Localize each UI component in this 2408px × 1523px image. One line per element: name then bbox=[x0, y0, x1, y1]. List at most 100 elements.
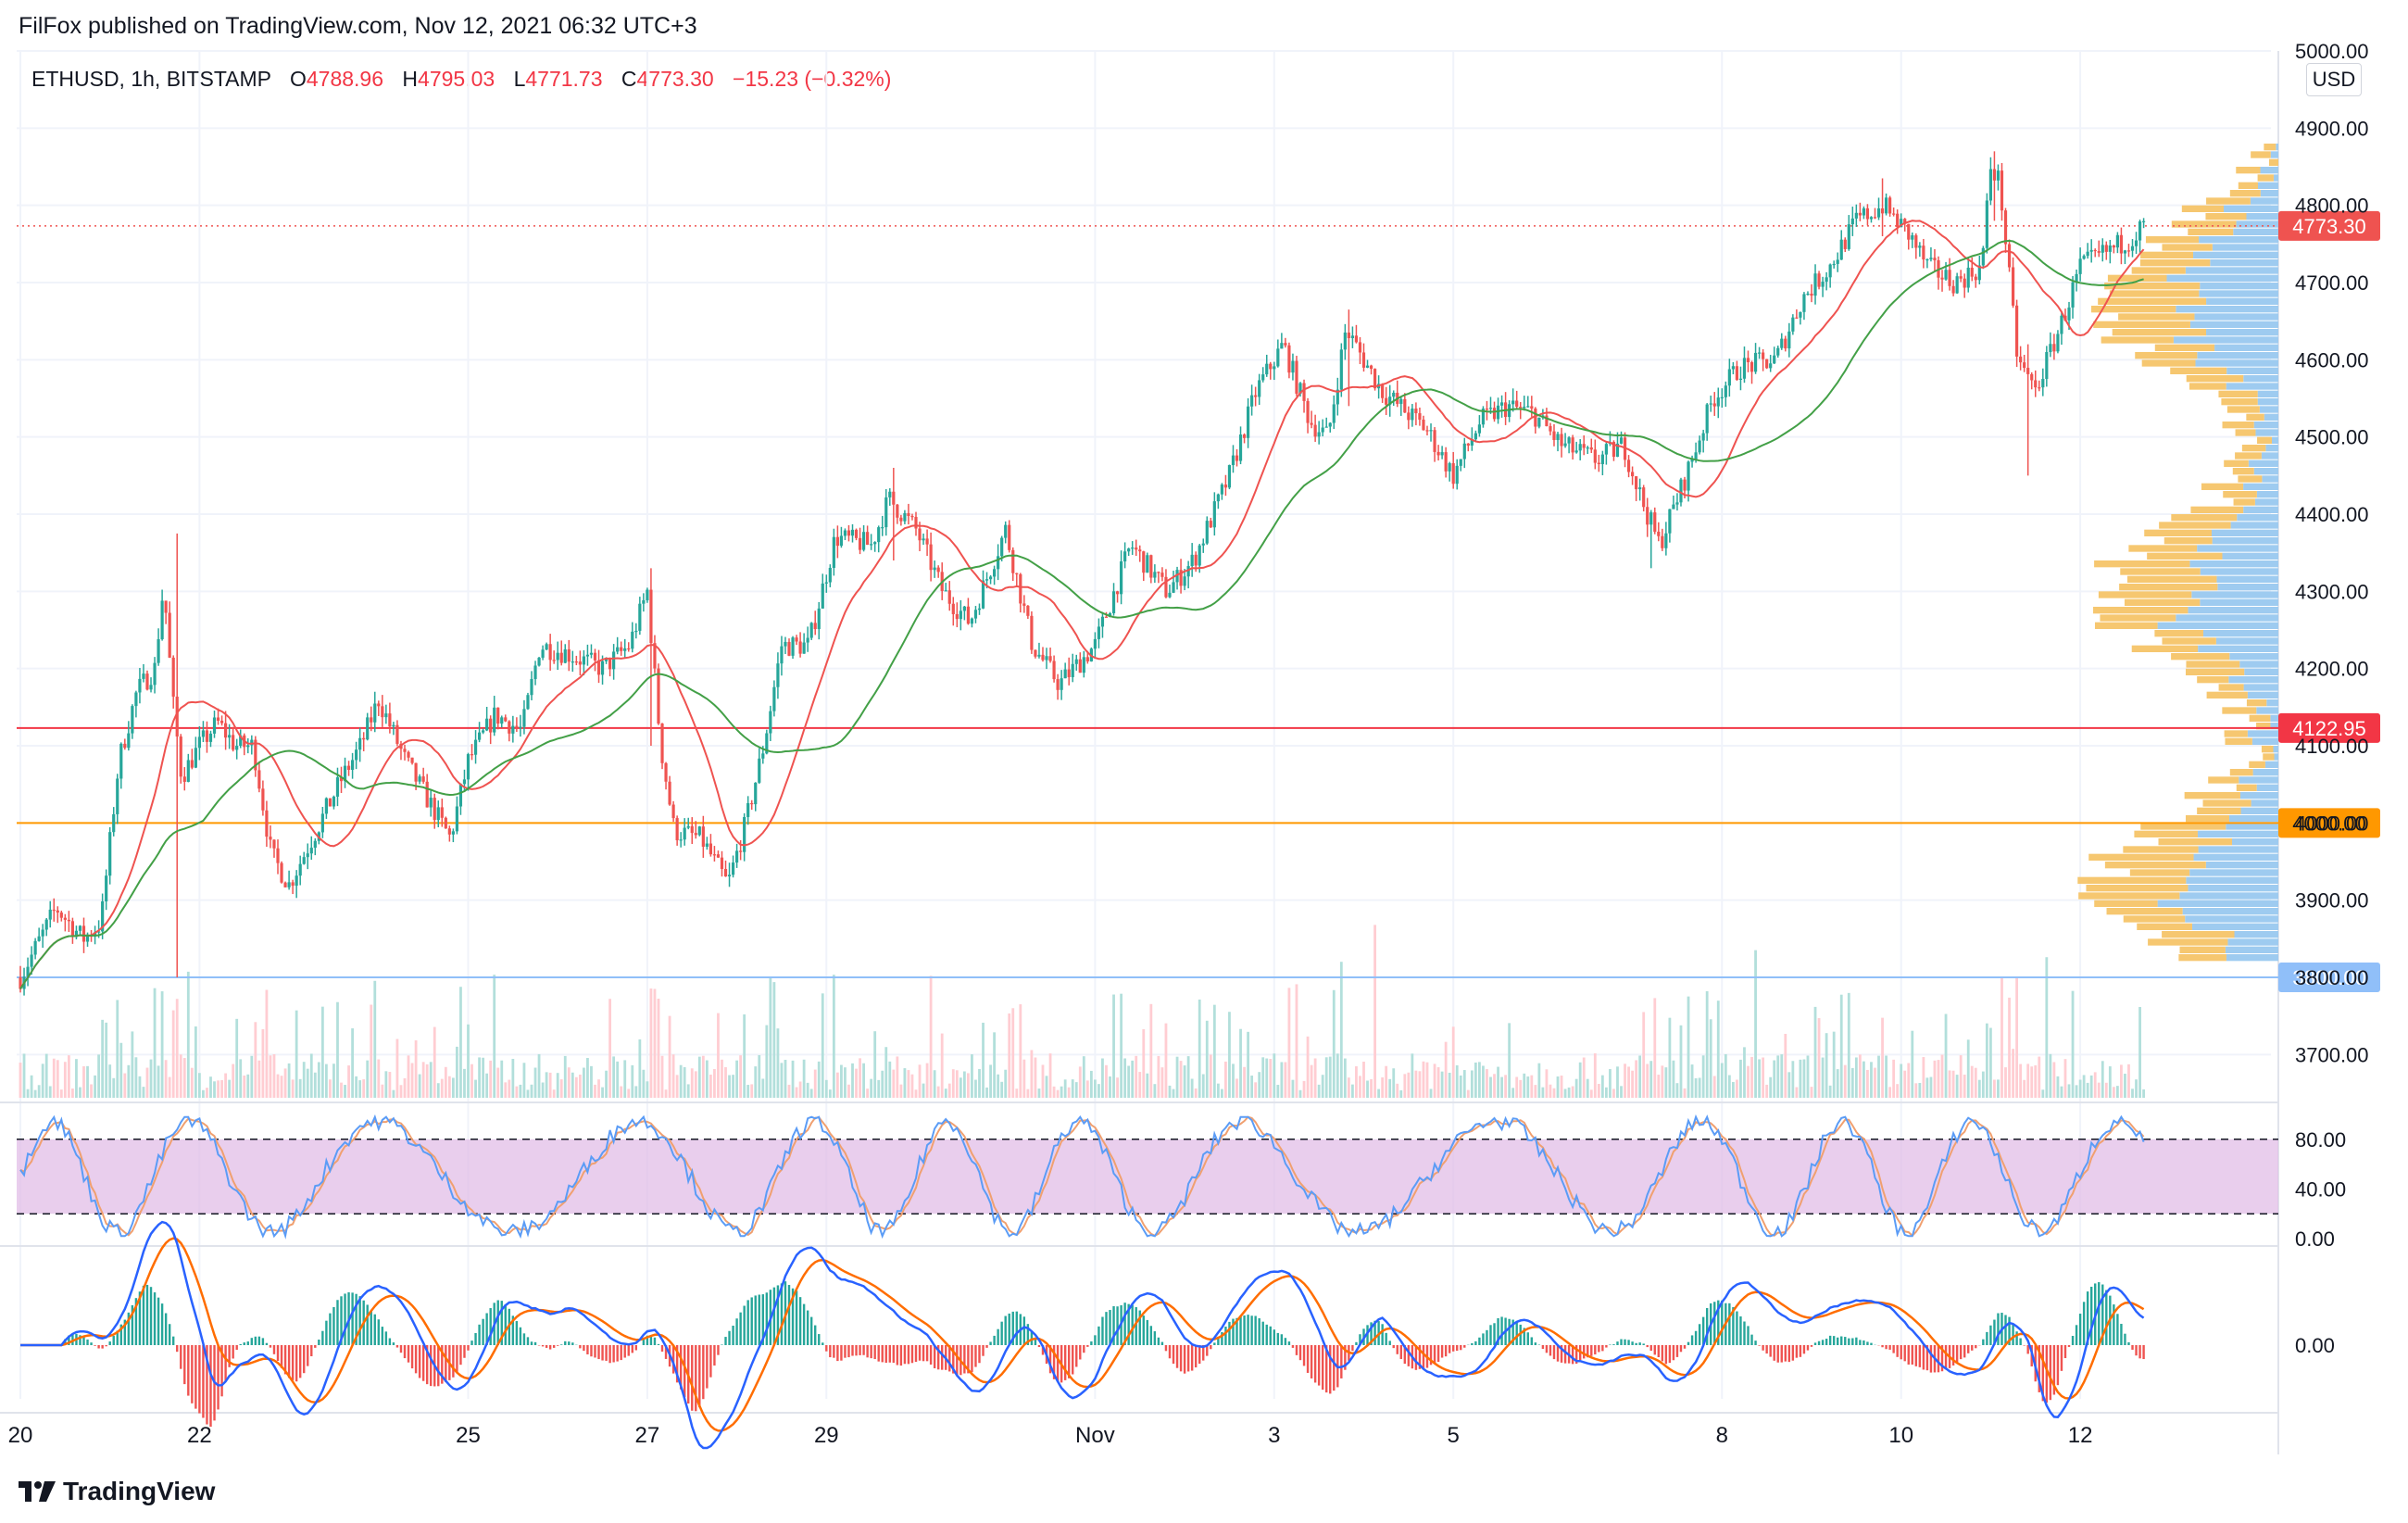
candle-body bbox=[1135, 548, 1138, 550]
volume-bar bbox=[982, 1022, 985, 1098]
volume-profile-down-bar bbox=[2257, 436, 2273, 444]
volume-bar bbox=[425, 1064, 429, 1098]
macd-histogram-bar bbox=[176, 1345, 179, 1353]
volume-bar bbox=[478, 1057, 481, 1098]
macd-histogram-bar bbox=[1762, 1345, 1764, 1351]
volume-profile-up-bar bbox=[2256, 784, 2278, 791]
candle-body bbox=[56, 910, 59, 913]
candle-body bbox=[922, 538, 925, 541]
volume-bar bbox=[1228, 1012, 1231, 1098]
candle-body bbox=[392, 724, 395, 727]
macd-histogram-bar bbox=[1754, 1340, 1757, 1345]
currency-button[interactable]: USD bbox=[2306, 63, 2362, 96]
volume-bar bbox=[403, 1077, 407, 1098]
macd-histogram-bar bbox=[732, 1326, 734, 1345]
volume-bar bbox=[1280, 1062, 1284, 1098]
macd-histogram-bar bbox=[2045, 1345, 2049, 1403]
macd-histogram-bar bbox=[825, 1345, 828, 1352]
volume-bar bbox=[1664, 1067, 1668, 1098]
volume-bar bbox=[881, 1070, 884, 1098]
volume-bar bbox=[1903, 1070, 1907, 1098]
candle-body bbox=[1690, 459, 1694, 462]
volume-bar bbox=[1324, 1057, 1328, 1098]
candle-body bbox=[854, 529, 859, 538]
volume-bar bbox=[362, 1079, 366, 1098]
volume-bar bbox=[182, 1058, 186, 1098]
candle-body bbox=[429, 798, 433, 808]
macd-histogram-bar bbox=[421, 1345, 425, 1381]
volume-profile-up-bar bbox=[2226, 367, 2278, 374]
macd-histogram-bar bbox=[2127, 1341, 2130, 1345]
volume-bar bbox=[306, 1068, 309, 1098]
macd-histogram-bar bbox=[548, 1345, 552, 1350]
macd-histogram-bar bbox=[1123, 1303, 1126, 1345]
volume-bar bbox=[1911, 1030, 1914, 1098]
macd-histogram-bar bbox=[2138, 1345, 2141, 1359]
candle-body bbox=[1519, 407, 1523, 409]
candle-body bbox=[1100, 616, 1105, 627]
candle-body bbox=[97, 931, 101, 933]
candle-body bbox=[436, 807, 440, 821]
macd-histogram-bar bbox=[974, 1345, 977, 1367]
macd-histogram-bar bbox=[1739, 1316, 1742, 1345]
open-value: 4788.96 bbox=[306, 67, 384, 91]
volume-profile-down-bar bbox=[2190, 506, 2244, 513]
macd-histogram-bar bbox=[1736, 1311, 1738, 1345]
volume-bar bbox=[1407, 1072, 1411, 1098]
volume-profile-up-bar bbox=[2191, 923, 2278, 930]
candle-body bbox=[2015, 305, 2019, 357]
macd-histogram-bar bbox=[1456, 1345, 1459, 1352]
volume-bar bbox=[22, 1053, 26, 1098]
volume-bar bbox=[340, 1082, 343, 1098]
volume-bar bbox=[907, 1070, 910, 1098]
candle-body bbox=[1164, 576, 1168, 598]
volume-bar bbox=[2015, 977, 2019, 1098]
volume-profile-down-bar bbox=[2140, 251, 2194, 258]
candle-body bbox=[1649, 512, 1653, 525]
volume-profile-down-bar bbox=[2222, 707, 2257, 714]
volume-bar bbox=[526, 1089, 530, 1098]
candle-body bbox=[1944, 270, 1948, 280]
candle-body bbox=[1638, 487, 1642, 490]
candle-body bbox=[1735, 366, 1739, 380]
volume-bar bbox=[1123, 1058, 1127, 1098]
volume-bar bbox=[2075, 1085, 2078, 1098]
candle-body bbox=[1313, 424, 1317, 437]
volume-bar bbox=[410, 1063, 414, 1098]
volume-bar bbox=[1534, 1085, 1537, 1098]
candle-body bbox=[1753, 352, 1758, 372]
volume-bar bbox=[1929, 1076, 1933, 1098]
macd-histogram-bar bbox=[985, 1345, 988, 1348]
candle-body bbox=[313, 840, 317, 849]
candle-body bbox=[690, 825, 694, 834]
macd-histogram-bar bbox=[802, 1303, 806, 1345]
macd-histogram-bar bbox=[765, 1292, 769, 1345]
volume-bar bbox=[2030, 1066, 2034, 1098]
volume-bar bbox=[1724, 1053, 1727, 1098]
macd-histogram-bar bbox=[1728, 1303, 1731, 1345]
volume-bar bbox=[1131, 1060, 1135, 1098]
volume-profile-up-bar bbox=[2206, 297, 2278, 305]
symbol-label[interactable]: ETHUSD, 1h, BITSTAMP bbox=[31, 67, 271, 91]
candle-body bbox=[988, 576, 993, 580]
macd-histogram-bar bbox=[873, 1345, 876, 1360]
macd-histogram-bar bbox=[989, 1341, 992, 1345]
volume-bar bbox=[556, 1073, 559, 1098]
candle-body bbox=[462, 779, 467, 785]
candle-body bbox=[750, 802, 754, 805]
macd-histogram-bar bbox=[1284, 1338, 1287, 1345]
volume-bar bbox=[1403, 1074, 1407, 1098]
candle-body bbox=[1063, 669, 1067, 679]
candle-body bbox=[168, 612, 171, 658]
candle-body bbox=[955, 613, 959, 620]
candle-body bbox=[2123, 250, 2127, 254]
macd-histogram-bar bbox=[1463, 1345, 1466, 1348]
price-label-box bbox=[2278, 963, 2380, 992]
tradingview-logo[interactable]: TradingView bbox=[19, 1477, 215, 1506]
volume-bar bbox=[627, 1089, 631, 1098]
macd-histogram-bar bbox=[298, 1345, 302, 1378]
volume-bar bbox=[717, 1013, 720, 1098]
volume-bar bbox=[1698, 1077, 1701, 1098]
